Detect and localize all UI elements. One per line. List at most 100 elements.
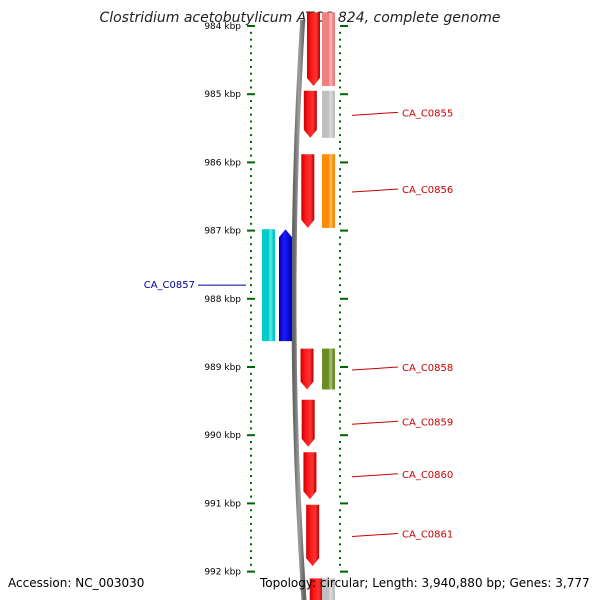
minor-tick [250,338,252,341]
minor-tick [250,331,252,334]
gene-label-leader [351,532,399,537]
gene-label[interactable]: CA_C0859 [402,417,453,428]
minor-tick [250,481,252,484]
minor-tick [250,468,252,471]
minor-tick [339,468,341,471]
genome-summary-text: Topology: circular; Length: 3,940,880 bp… [260,576,590,590]
minor-tick [339,331,341,334]
minor-tick [339,550,341,553]
minor-tick [339,168,341,171]
feature-highlight [329,154,333,228]
minor-tick [250,345,252,348]
minor-tick [339,277,341,280]
minor-tick [250,536,252,539]
gene-label[interactable]: CA_C0860 [402,470,453,481]
scale-tick-label: 985 kbp [204,90,241,100]
minor-tick [250,284,252,287]
scale-tick-label: 991 kbp [204,499,241,509]
minor-tick [339,31,341,34]
minor-tick [250,550,252,553]
minor-tick [250,386,252,389]
minor-tick [339,509,341,512]
minor-tick [250,522,252,525]
minor-tick [339,236,341,239]
minor-tick [250,256,252,259]
minor-tick [250,236,252,239]
minor-tick [250,202,252,205]
gene-label-leader [351,420,399,425]
minor-tick [339,209,341,212]
minor-tick [250,543,252,546]
minor-tick [250,59,252,62]
minor-tick [339,345,341,348]
major-tick [247,434,255,437]
minor-tick [250,86,252,89]
minor-tick [250,447,252,450]
minor-tick [250,154,252,157]
forward-cds-arrow [309,578,323,600]
minor-tick [250,79,252,82]
minor-tick [250,195,252,198]
minor-tick [339,420,341,423]
minor-tick [339,147,341,150]
minor-tick [250,475,252,478]
minor-tick [250,290,252,293]
gene-label[interactable]: CA_C0857 [144,280,195,291]
minor-tick [250,181,252,184]
major-tick [340,93,348,96]
minor-tick [250,325,252,328]
minor-tick [250,175,252,178]
minor-tick [339,475,341,478]
reverse-cds-arrow [279,229,292,342]
minor-tick [339,154,341,157]
minor-tick [250,250,252,253]
feature-highlight [329,90,333,138]
minor-tick [339,359,341,362]
minor-tick [250,359,252,362]
minor-tick [339,393,341,396]
major-tick [247,570,255,573]
gene-label[interactable]: CA_C0855 [402,108,453,119]
minor-tick [250,270,252,273]
minor-tick [250,393,252,396]
minor-tick [250,400,252,403]
forward-cds-arrow [301,399,315,447]
minor-tick [339,52,341,55]
major-tick [340,297,348,300]
minor-tick [339,127,341,130]
gene-label[interactable]: CA_C0858 [402,363,453,374]
forward-cds-arrow [300,348,314,390]
minor-tick [250,413,252,416]
gene-label-leader [351,366,399,371]
major-tick [247,502,255,505]
scale-tick-label: 989 kbp [204,363,241,373]
gene-label[interactable]: CA_C0856 [402,185,453,196]
forward-cds-arrow [306,12,320,87]
minor-tick [339,447,341,450]
gene-label-leader [351,111,399,116]
major-tick [340,25,348,27]
minor-tick [250,168,252,171]
minor-tick [250,127,252,130]
genome-backbone [291,19,307,600]
gene-feature-bar [322,154,335,228]
minor-tick [250,140,252,143]
major-tick [247,25,255,27]
minor-tick [339,243,341,246]
minor-tick [250,420,252,423]
minor-tick [250,379,252,382]
gene-label[interactable]: CA_C0861 [402,529,453,540]
minor-tick [339,175,341,178]
minor-tick [339,427,341,430]
minor-tick [339,256,341,259]
major-tick [247,229,255,232]
minor-tick [250,352,252,355]
minor-tick [250,113,252,116]
minor-tick [250,147,252,150]
minor-tick [250,243,252,246]
minor-tick [250,509,252,512]
minor-tick [339,290,341,293]
minor-tick [339,304,341,307]
minor-tick [339,38,341,41]
feature-highlight [269,229,273,342]
